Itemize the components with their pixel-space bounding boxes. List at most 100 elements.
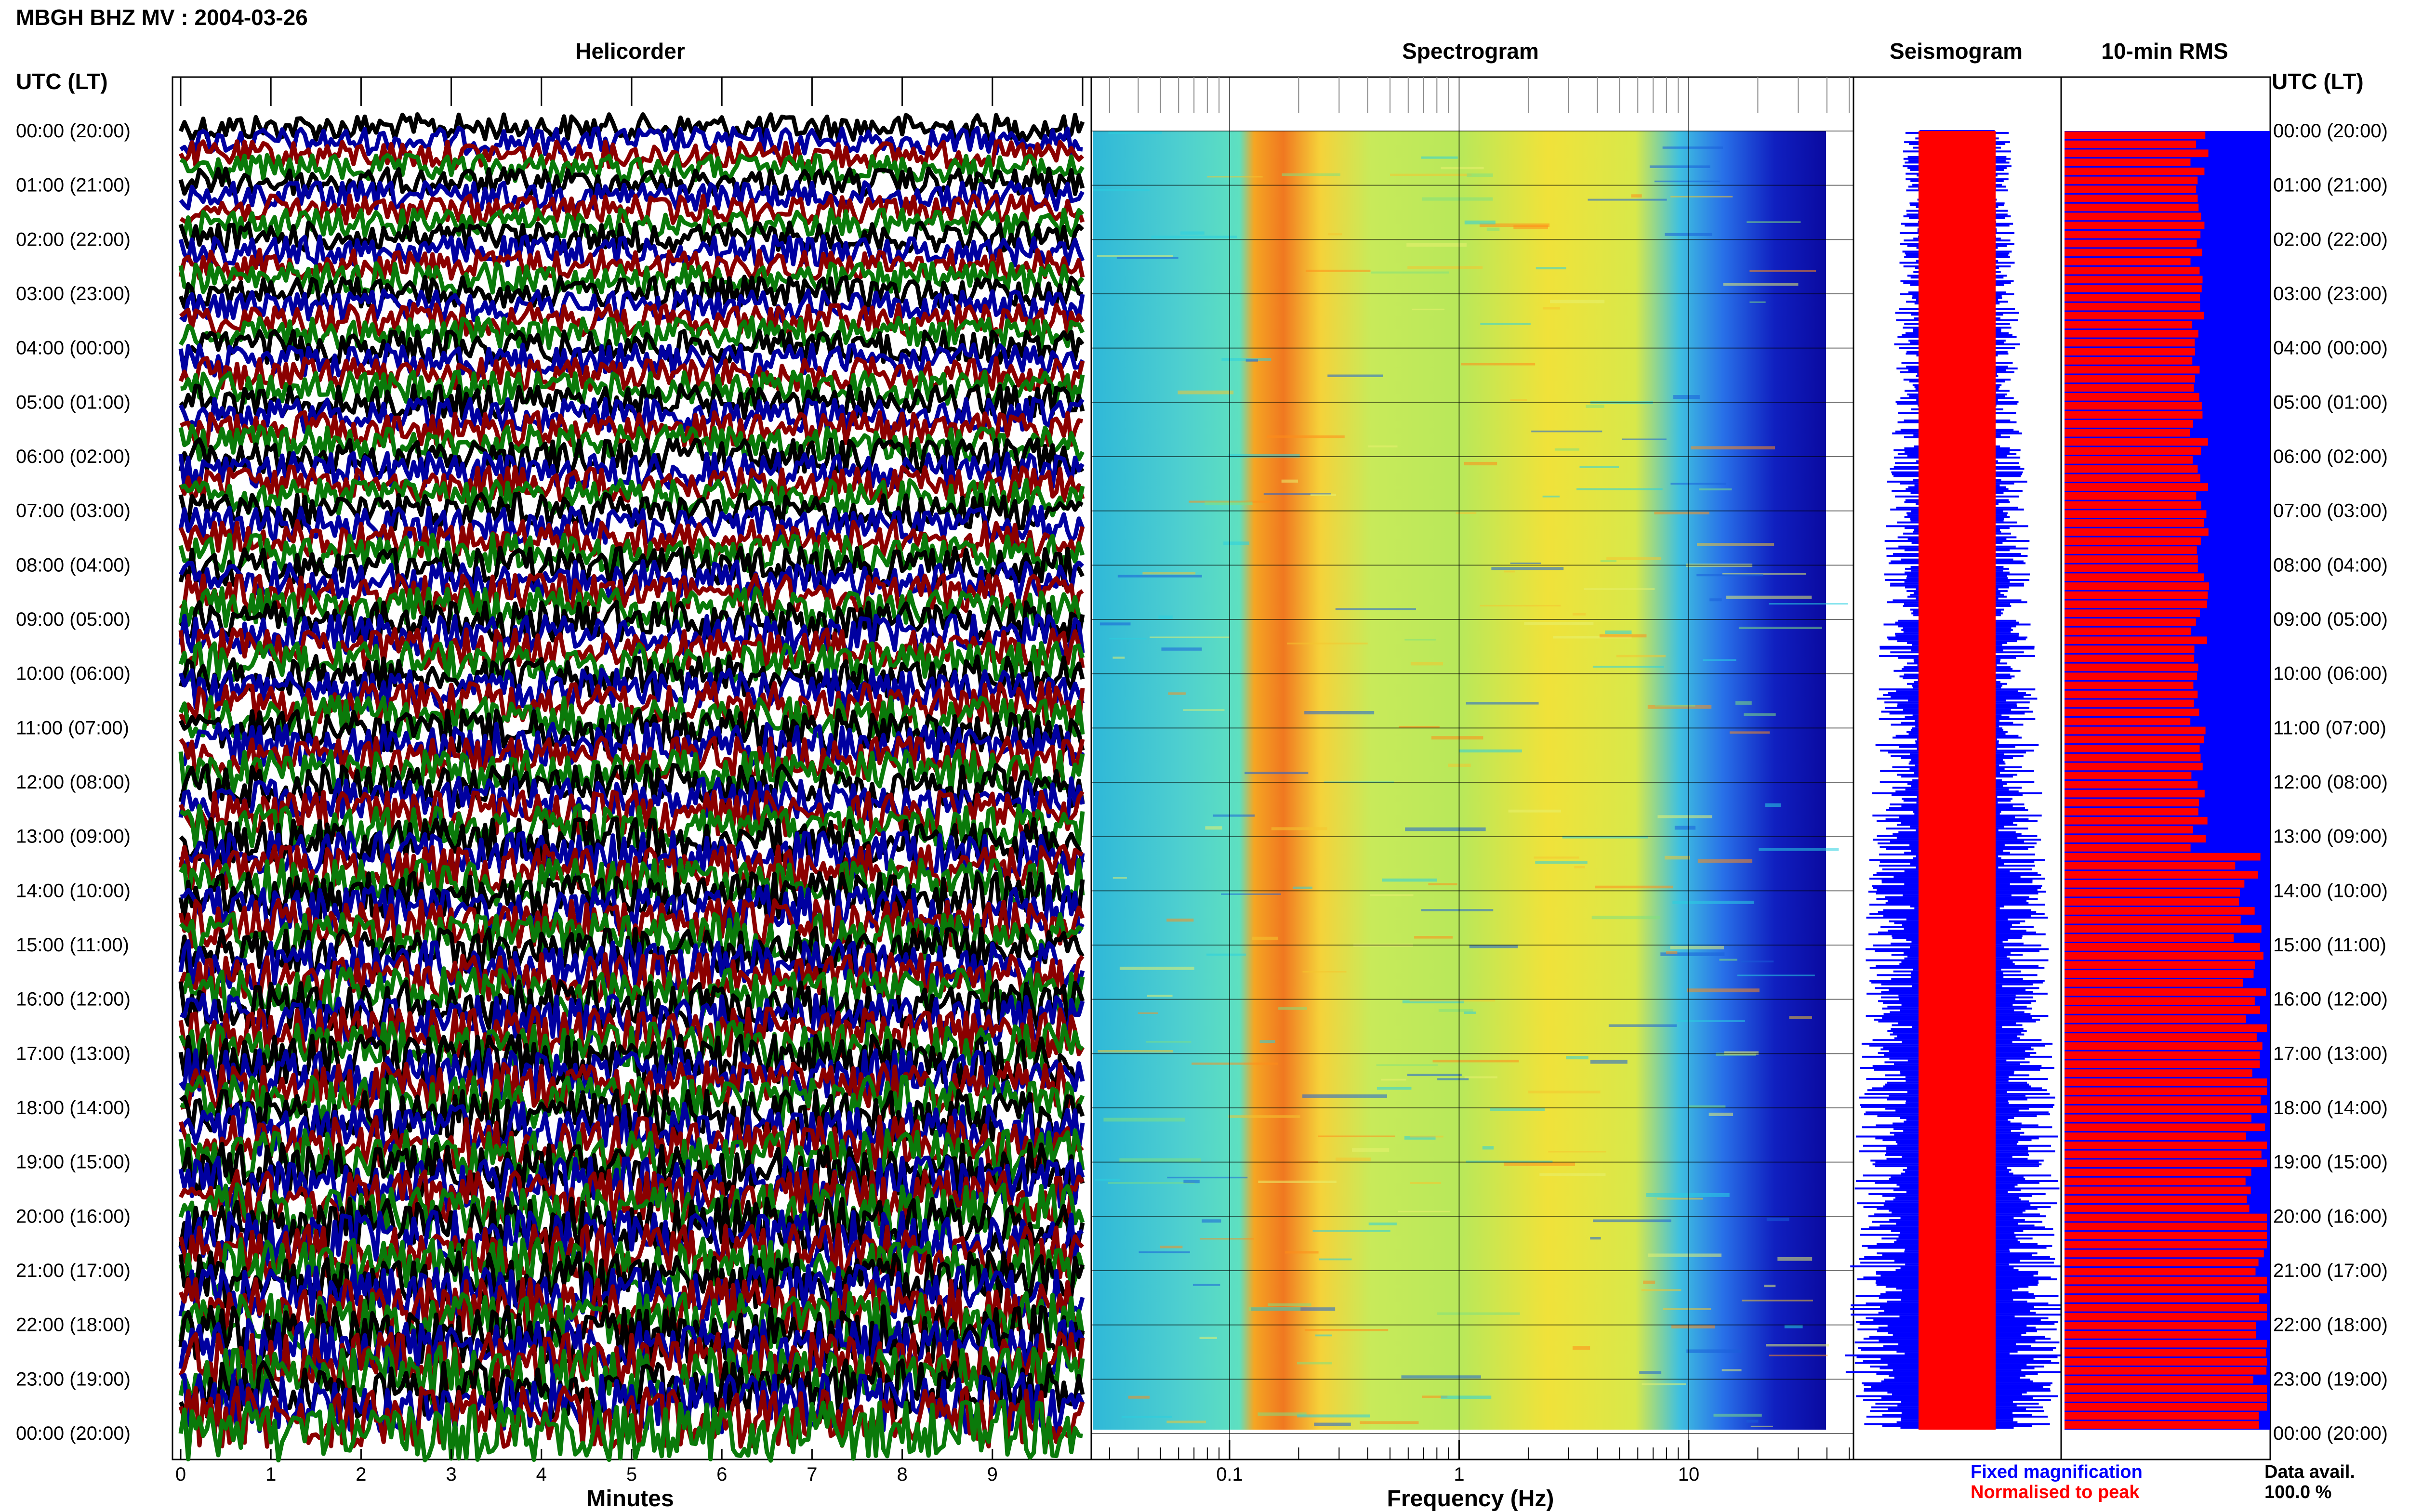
- time-label-right: 09:00 (05:00): [2273, 609, 2388, 630]
- spectrogram-streak: [1438, 1009, 1474, 1012]
- time-label-right: 13:00 (09:00): [2273, 826, 2388, 847]
- spectrogram-streak: [1480, 605, 1561, 607]
- rms-bar: [2065, 808, 2198, 815]
- rms-bar: [2065, 726, 2206, 735]
- spectrogram-streak: [1542, 306, 1561, 310]
- rms-bar: [2065, 384, 2194, 392]
- spectrogram-streak: [1467, 173, 1493, 177]
- rms-bar: [2065, 1276, 2267, 1285]
- rms-bar: [2065, 302, 2200, 311]
- rms-bar: [2065, 131, 2206, 139]
- rms-bar: [2065, 1367, 2267, 1375]
- spectrogram-streak: [1109, 638, 1147, 640]
- rms-bar: [2065, 438, 2208, 446]
- spectrogram-streak: [1213, 814, 1255, 817]
- spectrogram-streak: [1318, 1135, 1395, 1137]
- spectrogram-streak: [1608, 1024, 1677, 1027]
- spectrogram-streak: [1150, 636, 1230, 638]
- rms-bar: [2065, 1232, 2267, 1239]
- seismogram-panel: [1845, 76, 2069, 1460]
- helicorder-trace: [178, 1277, 1084, 1338]
- rms-bar: [2065, 961, 2255, 969]
- rms-bar: [2065, 339, 2195, 347]
- spectrogram-streak: [1606, 557, 1661, 560]
- time-label-left: 00:00 (20:00): [16, 120, 131, 142]
- rms-bar: [2065, 573, 2204, 581]
- rms-bar: [2065, 1141, 2267, 1149]
- rms-bar: [2065, 1349, 2266, 1357]
- spectrogram-streak: [1112, 657, 1125, 659]
- time-label-right: 12:00 (08:00): [2273, 772, 2388, 793]
- rms-bar: [2065, 1385, 2267, 1393]
- spectrogram-streak: [1686, 1349, 1742, 1353]
- rms-bar: [2065, 357, 2193, 365]
- spectrogram-streak: [1576, 488, 1663, 490]
- spectrogram-streak: [1657, 815, 1712, 818]
- spectrogram-streak: [1432, 1060, 1519, 1063]
- helicorder-trace: [179, 126, 1083, 157]
- spectrogram-streak: [1108, 131, 1162, 134]
- legend-fixed-magnification: Fixed magnification: [1971, 1462, 2143, 1482]
- spectrogram-streak: [1605, 630, 1632, 634]
- rms-bar: [2065, 970, 2254, 978]
- frequency-axis: 0.1 1 10: [1216, 1440, 1699, 1485]
- helicorder-trace: [179, 410, 1084, 448]
- spectrogram-streak: [1304, 710, 1375, 715]
- spectrogram-streak: [1562, 835, 1648, 839]
- time-label-right: 17:00 (13:00): [2273, 1043, 2388, 1064]
- spectrogram-streak: [1592, 666, 1664, 668]
- rms-bar: [2065, 366, 2200, 374]
- rms-panel: [2060, 76, 2271, 1460]
- spectrogram-streak: [1479, 223, 1550, 227]
- spectrogram-streak: [1490, 1108, 1545, 1111]
- spectrogram-streak: [1722, 573, 1807, 575]
- frequency-tick-label: 1: [1454, 1464, 1464, 1485]
- spectrogram-streak: [1491, 567, 1564, 570]
- time-label-right: 20:00 (16:00): [2273, 1206, 2388, 1227]
- minutes-tick-label: 2: [356, 1464, 366, 1485]
- spectrogram-streak: [1284, 1251, 1319, 1254]
- rms-bar: [2065, 1150, 2262, 1158]
- spectrogram-streak: [1183, 1180, 1200, 1183]
- spectrogram-streak: [1749, 270, 1816, 272]
- rms-bar: [2065, 699, 2194, 708]
- helicorder-trace: [179, 572, 1084, 615]
- spectrogram-streak: [1723, 283, 1799, 286]
- spectrogram-streak: [1437, 1312, 1520, 1315]
- rms-bar: [2065, 321, 2192, 329]
- rms-fixed-bars: [2065, 131, 2270, 1430]
- time-label-left: 11:00 (07:00): [16, 717, 129, 738]
- rms-bar: [2065, 663, 2198, 671]
- helicorder-trace: [178, 532, 1085, 573]
- time-label-right: 11:00 (07:00): [2273, 717, 2386, 738]
- spectrogram-streak: [1649, 165, 1710, 168]
- figure-title: MBGH BHZ MV : 2004-03-26: [16, 5, 308, 30]
- spectrogram-streak: [1407, 266, 1483, 269]
- spectrogram-streak: [1314, 1422, 1351, 1426]
- time-label-left: 09:00 (05:00): [16, 609, 131, 630]
- spectrogram-streak: [1553, 636, 1632, 639]
- spectrogram-streak: [1696, 574, 1763, 577]
- helicorder-trace: [178, 1196, 1085, 1255]
- spectrogram-streak: [1371, 271, 1449, 274]
- spectrogram-streak: [1464, 1076, 1497, 1078]
- rms-bar: [2065, 312, 2204, 320]
- rms-bar: [2065, 1213, 2267, 1222]
- time-label-left: 01:00 (21:00): [16, 175, 131, 196]
- minutes-tick-label: 6: [716, 1464, 727, 1485]
- spectrogram-streak: [1584, 588, 1655, 590]
- spectrogram-streak: [1670, 946, 1724, 949]
- spectrogram-streak: [1666, 951, 1678, 954]
- spectrogram-streak: [1655, 704, 1695, 707]
- spectrogram-streak: [1671, 1325, 1715, 1328]
- spectrogram-streak: [1245, 359, 1258, 362]
- spectrogram-streak: [1469, 945, 1518, 948]
- helicorder-trace: [178, 220, 1085, 254]
- helicorder-trace: [178, 979, 1085, 1032]
- spectrogram-streak: [1504, 1162, 1575, 1166]
- rms-bar: [2065, 745, 2200, 752]
- rms-bar: [2065, 753, 2201, 762]
- rms-bar: [2065, 1331, 2256, 1339]
- rms-bar: [2065, 690, 2198, 698]
- rms-bar: [2065, 1394, 2267, 1402]
